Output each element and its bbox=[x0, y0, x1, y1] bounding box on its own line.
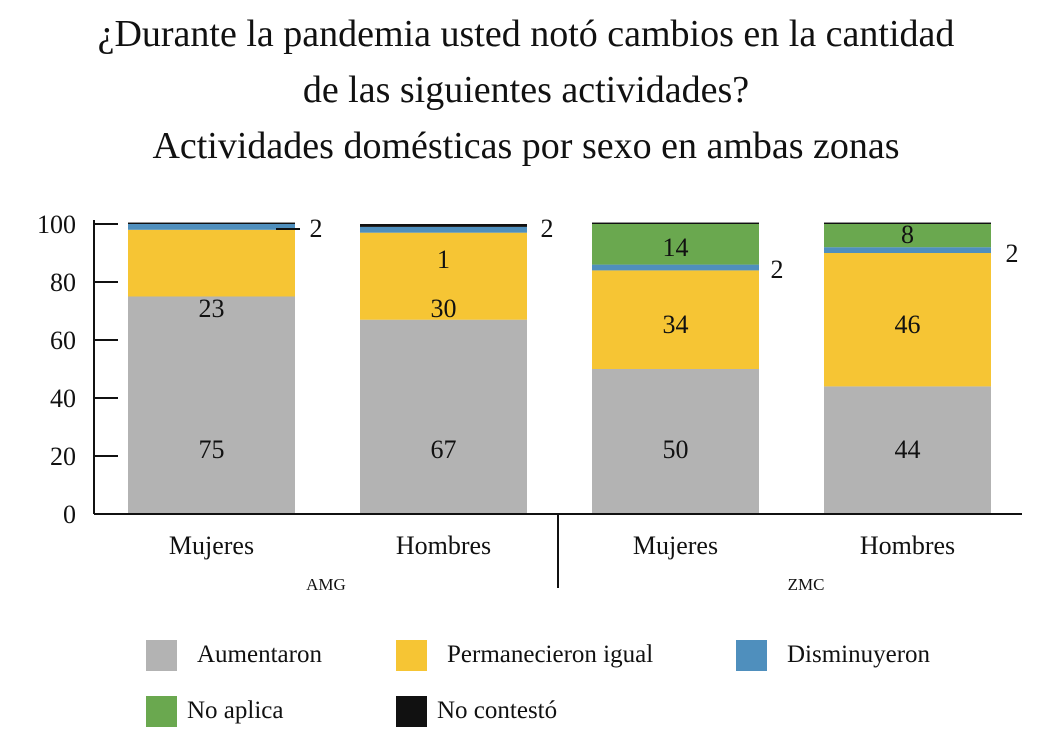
bar-segment bbox=[360, 232, 527, 320]
bar-segment bbox=[592, 369, 759, 514]
x-category-label: Mujeres bbox=[169, 531, 254, 560]
data-label: 34 bbox=[663, 310, 689, 339]
bar-segment bbox=[360, 319, 527, 514]
data-label: 14 bbox=[663, 233, 689, 262]
y-tick-label: 40 bbox=[50, 384, 76, 413]
data-label: 2 bbox=[771, 255, 784, 284]
x-group-label: ZMC bbox=[788, 575, 825, 594]
data-label: 46 bbox=[895, 310, 921, 339]
data-label: 2 bbox=[1006, 239, 1019, 268]
data-label: 1 bbox=[437, 245, 450, 274]
bar-segment bbox=[824, 224, 991, 248]
y-tick-label: 100 bbox=[37, 210, 76, 239]
y-tick-label: 80 bbox=[50, 268, 76, 297]
bar-segment bbox=[592, 270, 759, 369]
bar-segment bbox=[592, 264, 759, 271]
data-label: 30 bbox=[431, 294, 457, 323]
bar-segment bbox=[128, 229, 295, 297]
title-line-2: de las siguientes actividades? bbox=[302, 69, 750, 111]
data-label: 2 bbox=[541, 214, 554, 243]
x-category-label: Hombres bbox=[396, 531, 491, 560]
bar-segment bbox=[360, 226, 527, 233]
data-label: 23 bbox=[199, 294, 225, 323]
x-category-label: Hombres bbox=[860, 531, 955, 560]
chart-title: ¿Durante la pandemia usted notó cambios … bbox=[0, 6, 1052, 174]
y-tick-label: 60 bbox=[50, 326, 76, 355]
data-label: 67 bbox=[431, 435, 457, 464]
bar-segment bbox=[360, 224, 527, 227]
data-label: 50 bbox=[663, 435, 689, 464]
bar-segment bbox=[824, 386, 991, 514]
title-line-1: ¿Durante la pandemia usted notó cambios … bbox=[97, 13, 955, 55]
x-category-label: Mujeres bbox=[633, 531, 718, 560]
bar-segment bbox=[824, 222, 991, 224]
x-group-label: AMG bbox=[306, 575, 346, 594]
bar-segment bbox=[128, 222, 295, 224]
bar-segment bbox=[824, 247, 991, 253]
bar-segment bbox=[128, 296, 295, 514]
title-line-3: Actividades domésticas por sexo en ambas… bbox=[152, 125, 900, 167]
bar-segment bbox=[592, 224, 759, 265]
bar-segment bbox=[128, 224, 295, 230]
y-tick-label: 0 bbox=[63, 500, 76, 529]
bar-segment bbox=[824, 253, 991, 387]
bar-segment bbox=[592, 222, 759, 224]
data-label: 44 bbox=[895, 435, 921, 464]
data-label: 75 bbox=[199, 435, 225, 464]
data-label: 8 bbox=[901, 220, 914, 249]
data-label: 2 bbox=[310, 214, 323, 243]
y-tick-label: 20 bbox=[50, 442, 76, 471]
